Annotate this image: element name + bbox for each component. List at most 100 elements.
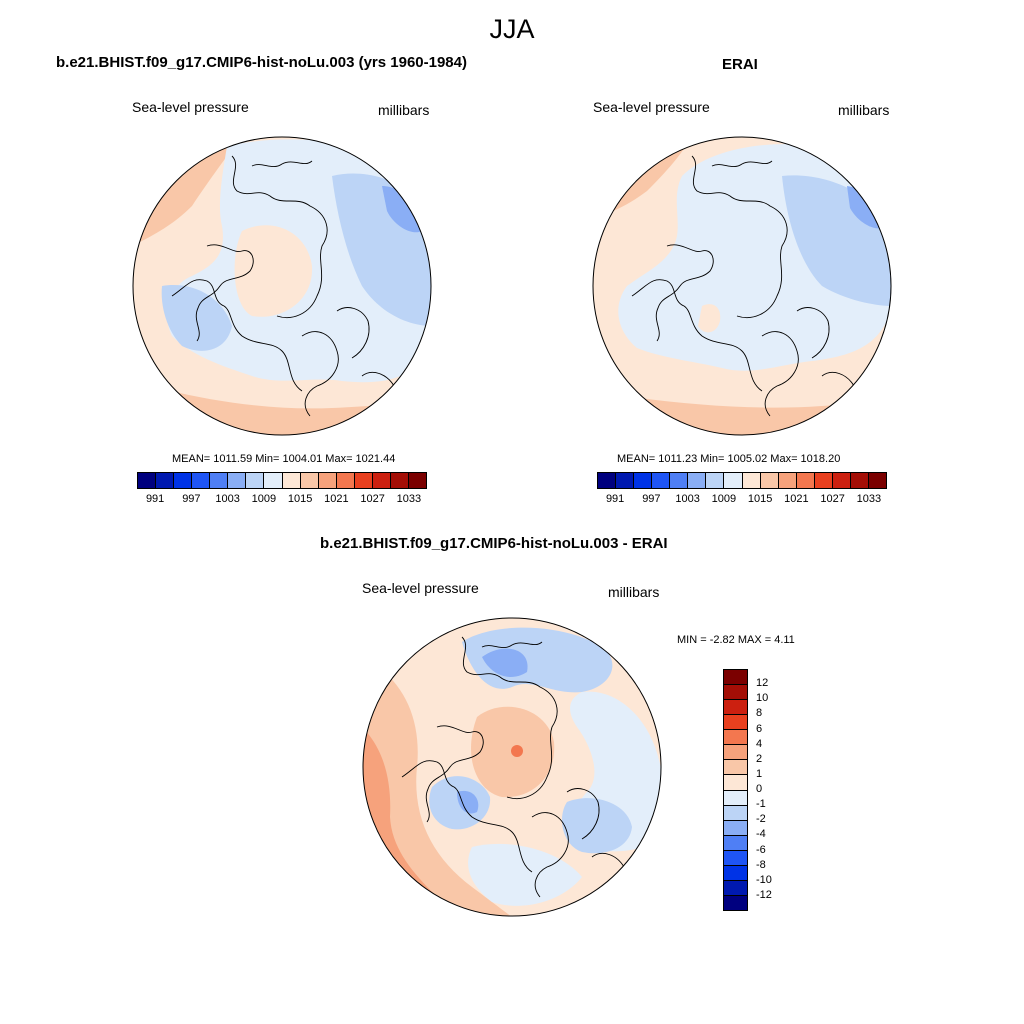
colorbar-swatch <box>264 473 283 488</box>
colorbar-tick-label: 1009 <box>711 493 737 505</box>
colorbar-tick-label: 8 <box>756 707 763 720</box>
colorbar-tick-label: 1015 <box>287 493 313 505</box>
colorbar-swatch <box>724 865 747 881</box>
colorbar-swatch <box>742 473 761 488</box>
colorbar-swatch <box>598 473 617 488</box>
colorbar-tick-label: 4 <box>756 737 763 750</box>
colorbar-swatch <box>336 473 355 488</box>
colorbar-swatch <box>724 685 747 701</box>
colorbar-tick-label: 1033 <box>856 493 882 505</box>
colorbar-swatch <box>390 473 409 488</box>
colorbar-swatch <box>300 473 319 488</box>
colorbar-tick-label: 1003 <box>215 493 240 505</box>
colorbar-swatch <box>868 473 886 488</box>
panel-3-colorbar-ticks: 12 10 8 6 4 2 1 0 -1 -2 -4 -6 -8 -10 -12 <box>756 669 796 911</box>
colorbar-swatch <box>724 730 747 746</box>
panel-3-variable-label: Sea-level pressure <box>362 580 479 596</box>
colorbar-tick-label: 10 <box>756 692 769 705</box>
colorbar-swatch <box>174 473 193 488</box>
colorbar-tick-label: 12 <box>756 677 769 690</box>
colorbar-swatch <box>724 715 747 731</box>
colorbar-tick-label: 1027 <box>360 493 385 505</box>
colorbar-tick-label: 1021 <box>784 493 809 505</box>
colorbar-tick-label: 1021 <box>324 493 349 505</box>
colorbar-swatch <box>850 473 869 488</box>
colorbar-swatch <box>372 473 391 488</box>
colorbar-tick-label: 991 <box>145 493 165 505</box>
colorbar-tick-label: -4 <box>756 828 766 841</box>
colorbar-tick-label: 991 <box>605 493 625 505</box>
panel-1-title: b.e21.BHIST.f09_g17.CMIP6-hist-noLu.003 … <box>56 54 467 71</box>
colorbar-swatch <box>354 473 373 488</box>
colorbar-swatch <box>724 745 747 761</box>
colorbar-tick-label: 997 <box>642 493 661 505</box>
panel-1-colorbar <box>137 472 427 489</box>
colorbar-swatch <box>832 473 851 488</box>
panel-1-colorbar-ticks: 991 997 1003 1009 1015 1021 1027 1033 <box>137 493 427 507</box>
colorbar-swatch <box>724 835 747 851</box>
colorbar-swatch <box>724 895 747 910</box>
colorbar-tick-label: 1003 <box>675 493 700 505</box>
panel-3-title: b.e21.BHIST.f09_g17.CMIP6-hist-noLu.003 … <box>320 535 668 552</box>
colorbar-swatch <box>724 775 747 791</box>
colorbar-swatch <box>724 700 747 716</box>
colorbar-swatch <box>228 473 247 488</box>
colorbar-swatch <box>724 473 743 488</box>
panel-2-colorbar-ticks: 991 997 1003 1009 1015 1021 1027 1033 <box>597 493 887 507</box>
colorbar-swatch <box>408 473 426 488</box>
panel-1-variable-label: Sea-level pressure <box>132 99 249 115</box>
colorbar-swatch <box>634 473 653 488</box>
colorbar-tick-label: 1015 <box>747 493 773 505</box>
colorbar-swatch <box>156 473 175 488</box>
colorbar-tick-label: 1009 <box>251 493 277 505</box>
panel-3-units-label: millibars <box>608 584 660 600</box>
panel-3-colorbar <box>723 669 748 911</box>
panel-3-polar-map <box>362 617 662 917</box>
colorbar-tick-label: -6 <box>756 843 766 856</box>
colorbar-swatch <box>706 473 725 488</box>
panel-2-variable-label: Sea-level pressure <box>593 99 710 115</box>
colorbar-swatch <box>724 670 747 686</box>
colorbar-tick-label: -8 <box>756 858 766 871</box>
colorbar-swatch <box>652 473 671 488</box>
panel-2-stats: MEAN= 1011.23 Min= 1005.02 Max= 1018.20 <box>617 453 841 465</box>
colorbar-swatch <box>210 473 229 488</box>
panel-2-units-label: millibars <box>838 102 890 118</box>
colorbar-tick-label: 997 <box>182 493 201 505</box>
colorbar-swatch <box>724 850 747 866</box>
colorbar-tick-label: -1 <box>756 798 766 811</box>
colorbar-tick-label: -12 <box>756 888 772 901</box>
colorbar-swatch <box>246 473 265 488</box>
panel-1-units-label: millibars <box>378 102 430 118</box>
colorbar-swatch <box>724 880 747 896</box>
main-title: JJA <box>489 14 535 44</box>
colorbar-tick-label: -2 <box>756 813 766 826</box>
panel-1-stats: MEAN= 1011.59 Min= 1004.01 Max= 1021.44 <box>172 453 396 465</box>
colorbar-tick-label: 1027 <box>820 493 845 505</box>
panel-3-stats: MIN = -2.82 MAX = 4.11 <box>677 634 795 646</box>
colorbar-swatch <box>814 473 833 488</box>
colorbar-swatch <box>796 473 815 488</box>
colorbar-swatch <box>778 473 797 488</box>
panel-2-polar-map <box>592 136 892 436</box>
colorbar-swatch <box>670 473 689 488</box>
colorbar-tick-label: 1 <box>756 767 763 780</box>
colorbar-swatch <box>138 473 157 488</box>
colorbar-tick-label: 2 <box>756 752 763 765</box>
colorbar-tick-label: -10 <box>756 873 772 886</box>
colorbar-tick-label: 6 <box>756 722 763 735</box>
colorbar-swatch <box>724 790 747 806</box>
colorbar-tick-label: 0 <box>756 783 763 795</box>
colorbar-swatch <box>760 473 779 488</box>
panel-1-polar-map <box>132 136 432 436</box>
colorbar-swatch <box>688 473 707 488</box>
colorbar-tick-label: 1033 <box>396 493 422 505</box>
colorbar-swatch <box>192 473 211 488</box>
colorbar-swatch <box>616 473 635 488</box>
colorbar-swatch <box>282 473 301 488</box>
colorbar-swatch <box>318 473 337 488</box>
colorbar-swatch <box>724 820 747 836</box>
colorbar-swatch <box>724 760 747 776</box>
panel-2-colorbar <box>597 472 887 489</box>
panel-2-title: ERAI <box>722 56 758 73</box>
